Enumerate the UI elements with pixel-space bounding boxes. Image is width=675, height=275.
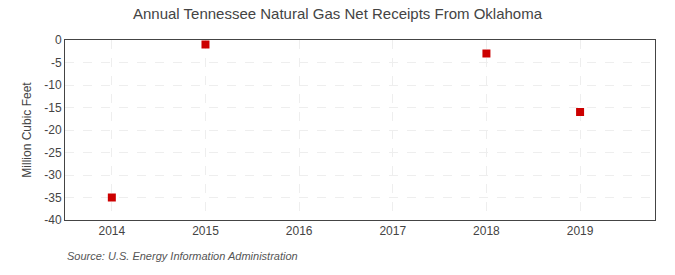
- svg-text:-35: -35: [44, 191, 62, 205]
- svg-text:-25: -25: [44, 146, 62, 160]
- svg-text:2019: 2019: [567, 224, 594, 238]
- svg-text:2017: 2017: [379, 224, 406, 238]
- svg-text:Source: U.S. Energy Informatio: Source: U.S. Energy Information Administ…: [67, 250, 298, 262]
- svg-text:2014: 2014: [98, 224, 125, 238]
- svg-text:Million Cubic Feet: Million Cubic Feet: [20, 82, 34, 178]
- svg-text:-30: -30: [44, 168, 62, 182]
- svg-text:2015: 2015: [192, 224, 219, 238]
- svg-text:2018: 2018: [473, 224, 500, 238]
- svg-text:-15: -15: [44, 101, 62, 115]
- svg-text:-20: -20: [44, 123, 62, 137]
- svg-text:Annual Tennessee Natural Gas N: Annual Tennessee Natural Gas Net Receipt…: [133, 5, 543, 22]
- svg-text:-10: -10: [44, 78, 62, 92]
- svg-text:-40: -40: [44, 213, 62, 227]
- svg-text:2016: 2016: [286, 224, 313, 238]
- svg-text:-5: -5: [51, 56, 62, 70]
- svg-text:0: 0: [55, 33, 62, 47]
